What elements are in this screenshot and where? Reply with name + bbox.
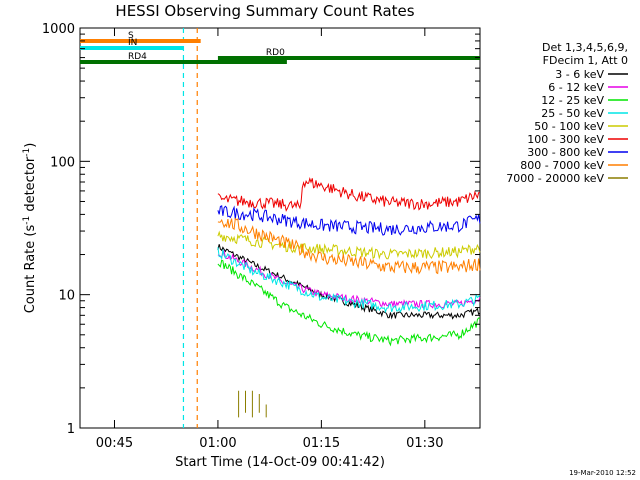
series-line-2	[217, 259, 481, 347]
x-tick-label-1: 01:00	[199, 436, 236, 451]
x-tick-label-3: 01:30	[406, 436, 443, 451]
x-axis-label: Start Time (14-Oct-09 00:41:42)	[175, 455, 385, 470]
x-tick-label-0: 00:45	[96, 436, 133, 451]
series-line-7	[217, 217, 481, 275]
y-axis-label: Count Rate (s-1 detector-1)	[22, 143, 38, 314]
series-line-4	[217, 230, 481, 260]
legend-label-4: 50 - 100 keV	[534, 120, 604, 133]
legend-label-1: 6 - 12 keV	[548, 81, 604, 94]
y-tick-label-0: 1	[67, 422, 75, 437]
footer-timestamp: 19-Mar-2010 12:52	[569, 469, 636, 477]
legend-header-line-1: Det 1,3,4,5,6,9,	[542, 41, 628, 54]
vertical-markers	[182, 28, 198, 428]
series-line-0	[217, 244, 481, 320]
flag-label-0: S	[128, 31, 134, 41]
series-line-3	[217, 247, 481, 314]
y-tick-label-1: 10	[58, 289, 75, 304]
y-ticks: 1 10 100 1000	[42, 22, 480, 437]
legend-label-0: 3 - 6 keV	[555, 68, 604, 81]
legend-label-8: 7000 - 20000 keV	[506, 172, 604, 185]
legend-label-5: 100 - 300 keV	[527, 133, 604, 146]
series-line-5	[217, 176, 480, 212]
series-line-6	[217, 205, 481, 236]
x-ticks: 00:45 01:00 01:15 01:30	[96, 28, 444, 451]
flag-bars: SIN RD0 RD4	[80, 31, 480, 64]
legend-label-3: 25 - 50 keV	[541, 107, 604, 120]
y-tick-label-2: 100	[50, 155, 75, 170]
legend-label-7: 800 - 7000 keV	[520, 159, 604, 172]
chart-title: HESSI Observing Summary Count Rates	[115, 2, 414, 20]
legend-label-2: 12 - 25 keV	[541, 94, 604, 107]
series-line-8	[238, 390, 267, 418]
legend-label-6: 300 - 800 keV	[527, 146, 604, 159]
flag-label-3: RD4	[128, 52, 147, 62]
y-tick-label-3: 1000	[42, 22, 75, 37]
legend-header-line-2: FDecim 1, Att 0	[543, 54, 628, 67]
plot-frame	[79, 27, 481, 429]
flag-label-1: IN	[128, 38, 137, 48]
legend: Det 1,3,4,5,6,9, FDecim 1, Att 0 3 - 6 k…	[506, 41, 628, 185]
series-lines	[217, 176, 481, 418]
x-tick-label-2: 01:15	[303, 436, 340, 451]
plot-area: SIN RD0 RD4 00:45 01:00 01:15 01:30 1 10 100 100…	[42, 22, 481, 451]
flag-label-2: RD0	[266, 48, 285, 58]
